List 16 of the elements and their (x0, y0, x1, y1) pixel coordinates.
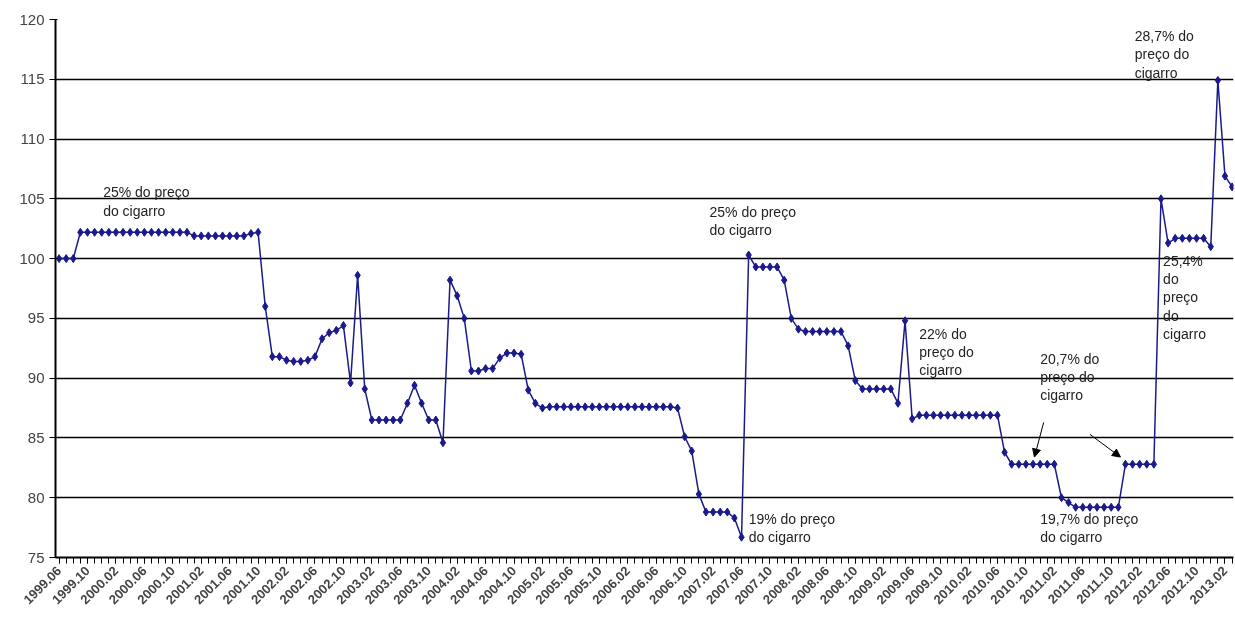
annotation: 19% do preço do cigarro (748, 510, 836, 546)
y-tick-label: 90 (27, 369, 45, 387)
y-tick-label: 95 (27, 309, 45, 327)
annotation: 19,7% do preço do cigarro (1040, 510, 1139, 546)
annotation: 25% do preço do cigarro (709, 203, 797, 239)
y-tick-label: 75 (27, 548, 45, 566)
annotation: 22% do preço do cigarro (919, 325, 974, 379)
y-tick-label: 105 (19, 189, 45, 207)
y-tick-label: 110 (20, 130, 45, 148)
y-tick-label: 85 (27, 428, 45, 446)
annotation: 28,7% do preço do cigarro (1134, 27, 1195, 81)
annotation: 25% do preço do cigarro (103, 184, 190, 219)
y-tick-label: 115 (20, 70, 45, 88)
y-tick-label: 120 (19, 10, 45, 28)
y-tick-label: 100 (19, 249, 45, 267)
y-tick-label: 80 (27, 488, 45, 506)
